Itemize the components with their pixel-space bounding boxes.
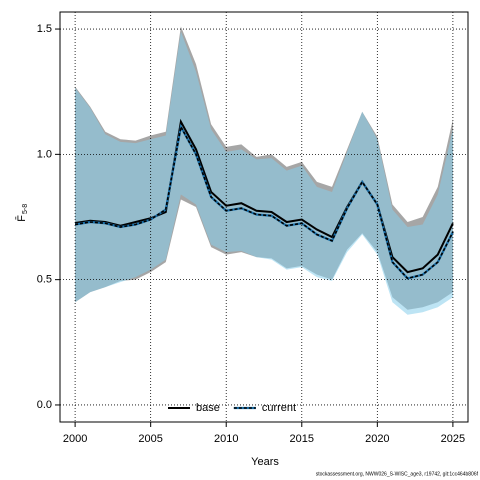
y-tick-label: 0.0 [37,399,52,411]
x-axis-label: Years [251,456,279,468]
y-axis-label-sub: 5-8 [22,204,29,214]
x-tick-label: 2000 [63,433,87,445]
x-tick-label: 2010 [214,433,238,445]
legend-label: base [196,402,220,414]
x-tick-label: 2005 [138,433,162,445]
y-tick-label: 0.5 [37,274,52,286]
y-axis-label: F̄ [15,215,28,222]
x-tick-label: 2015 [290,433,314,445]
plot-frame [59,11,469,423]
confidence-band [75,31,453,315]
x-tick-label: 2025 [441,433,465,445]
footnote: stockassessment.org, NWW026_S-WISC_age3,… [316,471,479,477]
legend-label: current [262,402,296,414]
y-tick-label: 1.0 [37,148,52,160]
x-tick-label: 2020 [365,433,389,445]
series-line-dash [74,124,454,280]
y-axis-label-group: F̄ 5-8 [15,204,29,222]
y-tick-label: 1.5 [37,23,52,35]
